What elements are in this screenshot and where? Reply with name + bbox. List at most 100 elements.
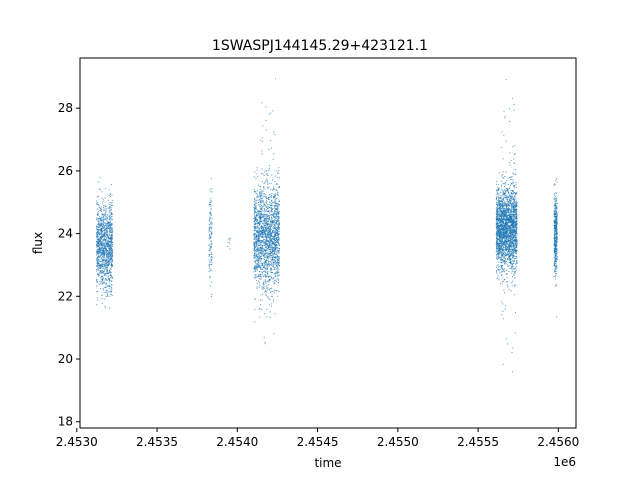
data-point bbox=[278, 186, 280, 188]
data-point bbox=[259, 221, 261, 223]
data-point bbox=[265, 295, 267, 297]
data-point bbox=[507, 184, 509, 185]
data-point bbox=[101, 197, 103, 199]
data-point bbox=[263, 249, 265, 251]
data-point bbox=[500, 215, 502, 217]
data-point bbox=[510, 176, 512, 178]
data-point bbox=[500, 205, 502, 207]
data-point bbox=[96, 240, 98, 242]
data-point bbox=[96, 203, 98, 205]
data-point bbox=[499, 237, 501, 239]
data-point bbox=[263, 254, 265, 256]
data-point bbox=[268, 276, 270, 278]
data-point bbox=[278, 170, 280, 172]
data-point bbox=[100, 252, 102, 254]
data-point bbox=[500, 198, 502, 200]
data-point bbox=[513, 223, 515, 225]
data-point bbox=[269, 225, 271, 227]
data-point bbox=[277, 275, 279, 277]
data-point bbox=[102, 243, 104, 245]
data-point bbox=[259, 194, 261, 196]
data-point bbox=[504, 259, 506, 261]
data-point bbox=[263, 226, 265, 228]
data-point bbox=[102, 270, 103, 272]
data-point bbox=[111, 213, 113, 214]
data-point bbox=[97, 227, 99, 229]
data-point bbox=[272, 278, 274, 280]
data-point bbox=[100, 244, 102, 246]
data-point bbox=[266, 262, 268, 264]
data-point bbox=[269, 253, 271, 255]
data-point bbox=[257, 210, 259, 212]
data-point bbox=[98, 246, 100, 248]
data-point bbox=[257, 267, 259, 269]
data-point bbox=[255, 267, 257, 269]
data-point bbox=[264, 239, 266, 241]
data-point bbox=[258, 233, 260, 235]
data-point bbox=[101, 231, 103, 233]
data-point bbox=[270, 240, 272, 242]
data-point bbox=[505, 236, 507, 238]
data-point bbox=[267, 206, 269, 208]
data-point bbox=[502, 177, 504, 179]
data-point bbox=[516, 213, 518, 215]
data-point bbox=[260, 251, 262, 253]
data-point bbox=[109, 274, 111, 276]
data-point bbox=[268, 207, 270, 209]
data-point bbox=[500, 202, 502, 204]
data-point bbox=[267, 268, 268, 270]
data-point bbox=[255, 205, 257, 207]
data-point bbox=[254, 211, 256, 213]
data-point bbox=[275, 205, 277, 207]
data-point bbox=[108, 240, 110, 242]
data-point bbox=[99, 280, 101, 282]
data-point bbox=[267, 207, 269, 209]
data-point bbox=[103, 209, 105, 211]
data-point bbox=[258, 236, 260, 238]
data-point bbox=[510, 183, 512, 185]
data-point bbox=[98, 251, 100, 253]
data-point bbox=[265, 210, 267, 212]
data-point bbox=[103, 260, 105, 262]
data-point bbox=[101, 260, 103, 262]
data-point bbox=[278, 245, 280, 247]
data-point bbox=[509, 217, 511, 219]
data-point bbox=[263, 186, 265, 188]
data-point bbox=[510, 219, 512, 221]
data-point bbox=[508, 226, 510, 228]
data-point bbox=[263, 232, 265, 234]
data-points bbox=[96, 78, 558, 373]
data-point bbox=[257, 242, 259, 244]
data-point bbox=[275, 265, 277, 267]
data-point bbox=[515, 226, 516, 228]
data-point bbox=[261, 232, 263, 234]
data-point bbox=[496, 226, 498, 228]
data-point bbox=[497, 189, 499, 191]
data-point bbox=[496, 209, 498, 211]
data-point bbox=[259, 215, 261, 217]
data-point bbox=[278, 258, 280, 260]
data-point bbox=[515, 234, 517, 236]
data-point bbox=[502, 198, 504, 200]
data-point bbox=[272, 110, 274, 112]
data-point bbox=[110, 264, 112, 266]
data-point bbox=[268, 186, 270, 188]
data-point bbox=[110, 268, 112, 270]
data-point bbox=[265, 230, 266, 232]
data-point bbox=[103, 253, 105, 255]
data-point bbox=[263, 218, 265, 220]
data-point bbox=[96, 231, 98, 233]
data-point bbox=[102, 240, 104, 242]
data-point bbox=[505, 181, 507, 183]
data-point bbox=[253, 255, 255, 257]
data-point bbox=[257, 266, 259, 268]
data-point bbox=[267, 223, 269, 225]
data-point bbox=[257, 256, 259, 258]
data-point bbox=[501, 222, 503, 224]
data-point bbox=[257, 258, 259, 260]
data-point bbox=[109, 253, 111, 255]
data-point bbox=[509, 205, 511, 207]
data-point bbox=[510, 237, 512, 239]
data-point bbox=[275, 232, 277, 234]
data-point bbox=[267, 232, 269, 234]
